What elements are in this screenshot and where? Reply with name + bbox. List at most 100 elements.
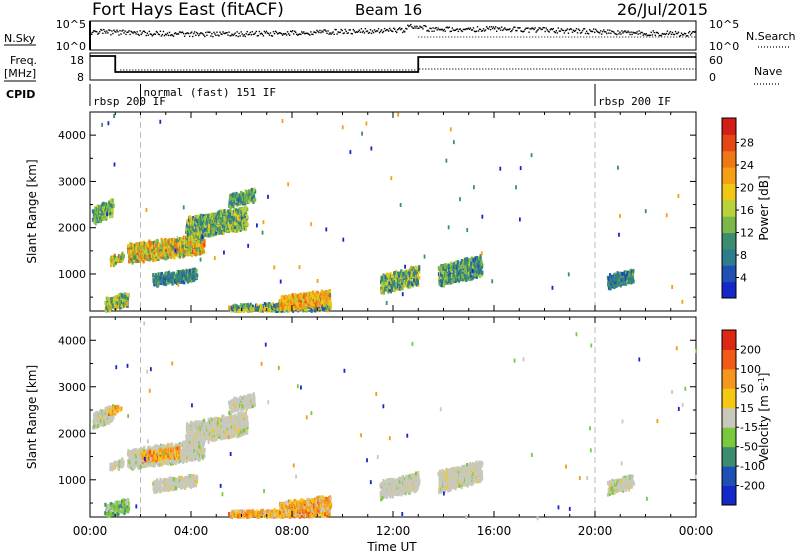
echo-cell [228, 198, 231, 203]
echo-cell [443, 281, 446, 286]
echo-cell [136, 250, 139, 255]
echo-cell [409, 277, 413, 282]
echo-cell [409, 270, 412, 275]
echo-cell [199, 250, 202, 255]
echo-cell [211, 231, 214, 236]
echo-cell [188, 268, 191, 273]
echo-cell [458, 269, 462, 274]
echo-cell [136, 254, 139, 259]
echo-cell [119, 305, 122, 310]
echo-cell [230, 196, 233, 201]
echo-cell [317, 294, 320, 299]
echo-cell [463, 275, 467, 280]
echo-cell [194, 222, 198, 227]
echo-cell [217, 218, 220, 223]
echo-cell [309, 296, 312, 301]
echo-cell [299, 303, 302, 308]
echo-cell [324, 295, 328, 300]
echo-cell [201, 215, 204, 220]
colorbar-tick-label: 8 [740, 249, 747, 262]
echo-cell [263, 302, 266, 307]
echo-cell [243, 303, 246, 308]
echo-cell [462, 258, 466, 263]
echo-cell [440, 272, 443, 277]
echo-cell [91, 217, 95, 222]
echo-cell [458, 275, 461, 280]
echo-cell [185, 239, 188, 244]
echo-cell [284, 294, 287, 299]
echo-cell [203, 239, 206, 244]
echo-cell [271, 306, 274, 311]
echo-cell [453, 274, 456, 279]
nave-tick-top: 60 [709, 54, 723, 67]
echo-cell [194, 217, 197, 222]
echo-cell [416, 280, 419, 285]
echo-cell [446, 280, 449, 285]
echo-cell [305, 292, 308, 297]
echo-cell [184, 236, 188, 241]
echo-cell [168, 241, 171, 246]
noise-cell [397, 112, 400, 117]
echo-cell [447, 272, 451, 277]
y-tick-label: 3000 [58, 175, 86, 188]
echo-cell [185, 252, 188, 257]
colorbar-segment [722, 118, 736, 135]
echo-cell [120, 256, 123, 261]
echo-cell [412, 266, 415, 271]
noise-cell [410, 265, 413, 270]
echo-cell [107, 296, 110, 301]
echo-cell [173, 249, 176, 254]
echo-cell [105, 202, 108, 207]
echo-cell [166, 279, 169, 284]
nave-label: Nave [754, 65, 782, 78]
echo-cell [320, 300, 324, 305]
echo-cell [254, 197, 257, 202]
colorbar-segment [722, 167, 736, 184]
echo-cell [145, 247, 148, 252]
echo-cell [441, 274, 445, 279]
echo-cell [195, 268, 198, 273]
noise-cell [449, 127, 452, 132]
echo-cell [390, 282, 393, 287]
echo-cell [244, 227, 248, 232]
echo-cell [395, 274, 398, 279]
echo-cell [233, 221, 236, 226]
echo-cell [108, 308, 112, 313]
echo-cell [204, 232, 207, 237]
echo-cell [314, 293, 317, 298]
echo-cell [321, 302, 324, 307]
echo-cell [291, 295, 294, 300]
echo-cell [201, 247, 205, 252]
echo-cell [447, 263, 450, 268]
nsearch-tick-bottom: 10^0 [709, 40, 739, 53]
noise-cell [247, 243, 250, 248]
echo-cell [409, 280, 412, 285]
echo-cell [176, 277, 180, 282]
echo-cell [387, 276, 390, 281]
echo-cell [111, 214, 114, 219]
echo-cell [246, 196, 249, 201]
echo-cell [182, 253, 186, 258]
echo-cell [256, 303, 259, 308]
echo-cell [110, 255, 114, 260]
echo-cell [164, 274, 167, 279]
echo-cell [140, 241, 143, 246]
echo-cell [245, 305, 248, 310]
echo-cell [196, 218, 200, 223]
echo-cell [188, 246, 191, 251]
echo-cell [104, 300, 107, 305]
echo-cell [452, 265, 455, 270]
echo-cell [232, 202, 235, 207]
colorbar-tick-label: 16 [740, 204, 754, 217]
echo-cell [406, 271, 409, 276]
echo-cell [468, 277, 471, 282]
echo-cell [137, 252, 141, 257]
echo-cell [221, 228, 224, 233]
echo-cell [167, 460, 171, 465]
echo-cell [239, 222, 242, 227]
echo-cell [100, 203, 103, 208]
echo-cell [382, 290, 386, 295]
echo-cell [162, 278, 165, 283]
echo-cell [170, 274, 173, 279]
echo-cell [389, 272, 392, 277]
